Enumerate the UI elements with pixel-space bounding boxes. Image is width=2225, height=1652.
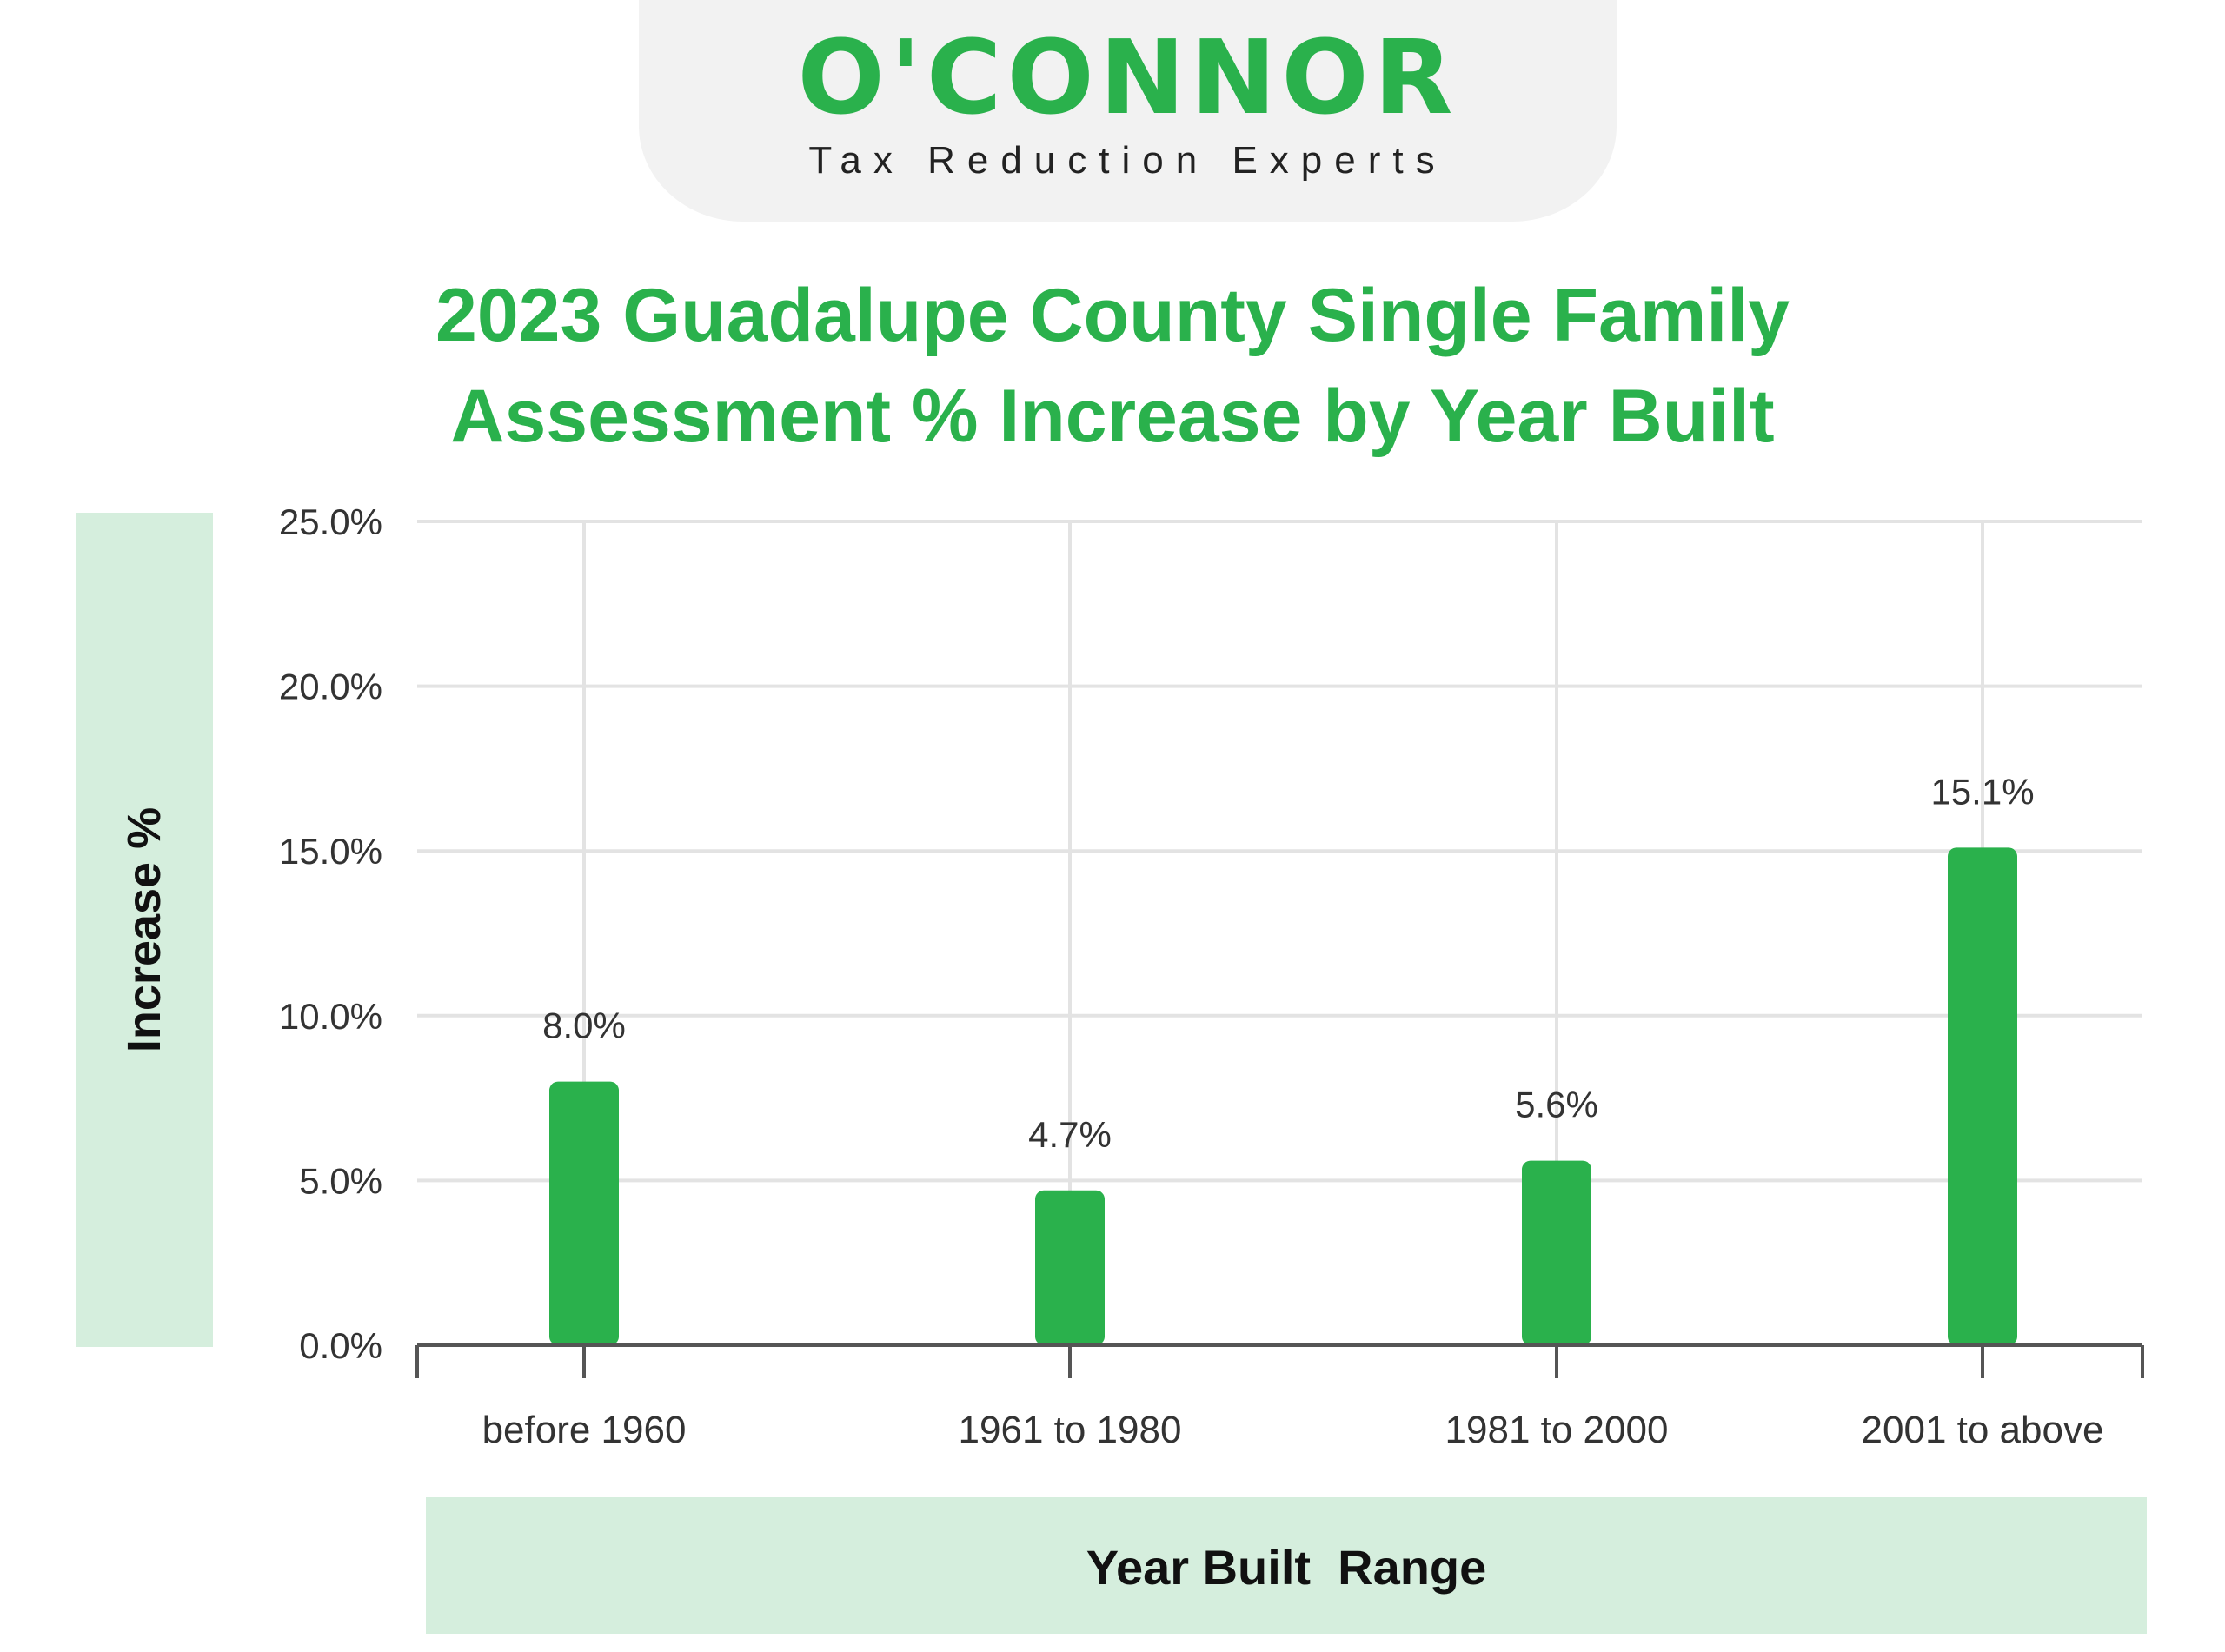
data-label: 8.0% — [542, 1005, 626, 1046]
y-tick-label: 20.0% — [279, 667, 382, 707]
data-label: 5.6% — [1515, 1085, 1598, 1125]
bar — [1035, 1190, 1105, 1345]
chart-title-line-1: 2023 Guadalupe County Single Family — [435, 274, 1790, 357]
logo-banner: O'CONNOR Tax Reduction Experts — [639, 0, 1617, 222]
y-tick-label: 5.0% — [299, 1160, 382, 1201]
x-tick-label: 1981 to 2000 — [1445, 1409, 1669, 1451]
y-tick-label: 15.0% — [279, 831, 382, 872]
data-label: 15.1% — [1930, 771, 2034, 812]
x-axis-label: Year Built Range — [1086, 1540, 1487, 1595]
x-tick-label: 1961 to 1980 — [959, 1409, 1182, 1451]
y-tick-label: 0.0% — [299, 1325, 382, 1366]
x-tick-label: before 1960 — [482, 1409, 687, 1451]
brand-logo: O'CONNOR — [797, 17, 1458, 137]
y-tick-label: 25.0% — [279, 501, 382, 542]
y-axis-label-panel — [76, 513, 213, 1347]
brand-tagline: Tax Reduction Experts — [808, 139, 1447, 182]
bar — [1948, 847, 2017, 1345]
x-axis-label-panel: Year Built Range — [426, 1497, 2147, 1634]
data-label: 4.7% — [1028, 1114, 1112, 1155]
bar — [1522, 1160, 1591, 1345]
chart-title-line-2: Assessment % Increase by Year Built — [450, 375, 1775, 458]
y-tick-label: 10.0% — [279, 996, 382, 1037]
chart-title: 2023 Guadalupe County Single Family Asse… — [261, 265, 1964, 467]
bar — [549, 1081, 619, 1345]
x-tick-label: 2001 to above — [1862, 1409, 2104, 1451]
